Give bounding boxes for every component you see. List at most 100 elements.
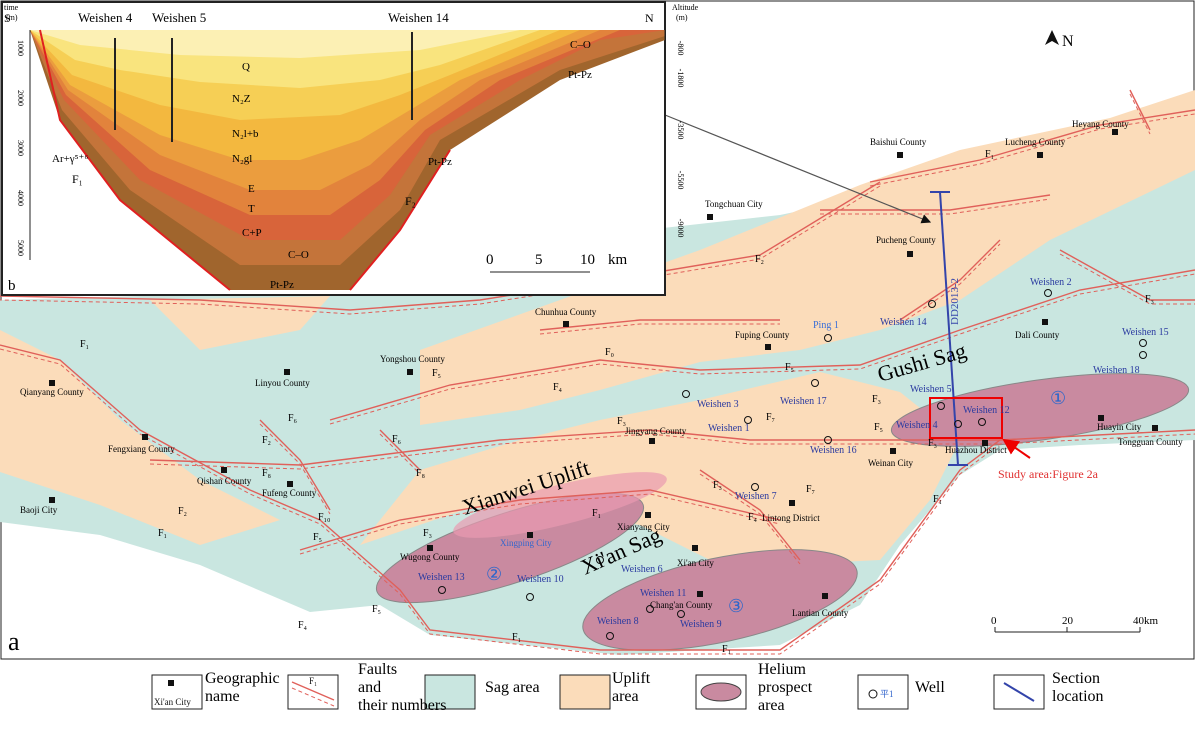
well <box>682 390 690 398</box>
fault-line <box>699 469 801 561</box>
fault-label: F₁ <box>80 339 89 350</box>
place-marker <box>1112 129 1118 135</box>
legend-label: Faults <box>358 661 397 678</box>
fault-label: F₁ <box>722 644 731 655</box>
fault-line <box>1129 93 1151 135</box>
well-name: Weishen 5 <box>910 384 952 395</box>
legend-label: Section <box>1052 670 1100 687</box>
layer <box>30 30 520 58</box>
scale-label: 40km <box>1133 615 1159 627</box>
fault-line <box>299 489 781 551</box>
fault-line <box>869 109 1195 183</box>
helium-prospect <box>582 549 858 651</box>
legend-label: area <box>758 697 785 714</box>
tick-label: 5000 <box>16 240 25 256</box>
legend-label: prospect <box>758 679 813 696</box>
well <box>438 586 446 594</box>
fault-line <box>259 423 331 515</box>
place-marker <box>789 500 795 506</box>
place-marker <box>1042 319 1048 325</box>
fault-label: F₃ <box>423 528 432 539</box>
legend-sample: Xi'an City <box>154 697 191 707</box>
direction: S <box>4 11 11 25</box>
fault-label: F₁ <box>985 149 994 160</box>
fault-line <box>259 419 331 511</box>
place-marker <box>1037 152 1043 158</box>
legend-box <box>287 674 339 710</box>
place-name: Xi'an City <box>677 558 714 568</box>
legend-label: and <box>358 679 381 696</box>
study-box <box>929 397 1003 439</box>
fault-label: F₂ <box>405 194 416 208</box>
well-name: Weishen 15 <box>1122 327 1169 338</box>
place-marker <box>645 512 651 518</box>
study-area-label: Study area:Figure 2a <box>998 467 1099 481</box>
prospect-number: ① <box>1050 388 1066 408</box>
place-name: Dali County <box>1015 330 1060 340</box>
stratum-label: T <box>248 203 255 215</box>
fault-label: F₅ <box>785 362 794 373</box>
place-name: Yongshou County <box>380 354 445 364</box>
place-name: Huazhou District <box>945 445 1007 455</box>
fault-line <box>149 429 1000 466</box>
tick-label: -9000 <box>676 219 685 238</box>
fault-label: F₅ <box>874 422 883 433</box>
fault-label: F₁₀ <box>318 512 331 523</box>
north-arrow <box>1045 30 1059 45</box>
place-name: Chunhua County <box>535 307 597 317</box>
well <box>1139 351 1147 359</box>
fault-line <box>329 273 1195 425</box>
prospect-number: ③ <box>728 596 744 616</box>
place-marker <box>427 545 433 551</box>
legend-fault <box>291 687 335 707</box>
axis-title: (m) <box>676 13 688 22</box>
fault-label: F₃ <box>872 394 881 405</box>
uplift-area <box>420 90 1195 425</box>
stratum-label: E <box>248 183 255 195</box>
place-marker <box>707 214 713 220</box>
legend-label: their numbers <box>358 697 446 714</box>
fault-line <box>820 198 1051 215</box>
fault-label: F₇ <box>766 412 775 423</box>
well-name: Weishen 12 <box>963 405 1010 416</box>
leader-arrow <box>664 114 932 224</box>
fault-line <box>379 429 421 471</box>
place-name: Heyang County <box>1072 119 1129 129</box>
fault-line <box>329 269 1195 421</box>
legend-fault <box>291 681 335 701</box>
place-name: Wugong County <box>400 552 460 562</box>
place-marker <box>890 448 896 454</box>
fault-line <box>899 243 1001 325</box>
fault-line <box>149 433 1000 470</box>
fault-label: F₅ <box>432 368 441 379</box>
well <box>677 610 685 618</box>
place-name: Chang'an County <box>650 600 713 610</box>
place-name: Tongchuan City <box>705 199 763 209</box>
fault-label: F₂ <box>755 254 764 265</box>
place-name: Huayin City <box>1097 422 1142 432</box>
scale-label: 0 <box>991 615 997 627</box>
place-name: Weinan City <box>868 458 914 468</box>
stratum-label: Pt-Pz <box>428 156 452 168</box>
place-name: Linyou County <box>255 378 310 388</box>
place-marker <box>692 545 698 551</box>
fault-label: F₂ <box>178 506 187 517</box>
legend-sample: 平1 <box>880 689 894 699</box>
fault-label: F₅ <box>313 532 322 543</box>
fault-line <box>539 323 780 335</box>
well-name: Weishen 4 <box>78 10 133 25</box>
fault-label: F₄ <box>553 382 563 393</box>
fault-line <box>299 493 781 555</box>
north-label: N <box>1062 33 1074 50</box>
legend-marker <box>168 680 174 686</box>
well-name: Weishen 10 <box>517 574 564 585</box>
place-marker <box>49 380 55 386</box>
place-name: Fuping County <box>735 330 790 340</box>
well <box>1139 339 1147 347</box>
well <box>978 418 986 426</box>
fault-label: F₆ <box>392 434 402 445</box>
stratum-label: Pt-Pz <box>568 69 592 81</box>
scale-label: km <box>608 252 628 268</box>
legend-box <box>424 674 476 710</box>
place-name: Lintong District <box>762 513 820 523</box>
